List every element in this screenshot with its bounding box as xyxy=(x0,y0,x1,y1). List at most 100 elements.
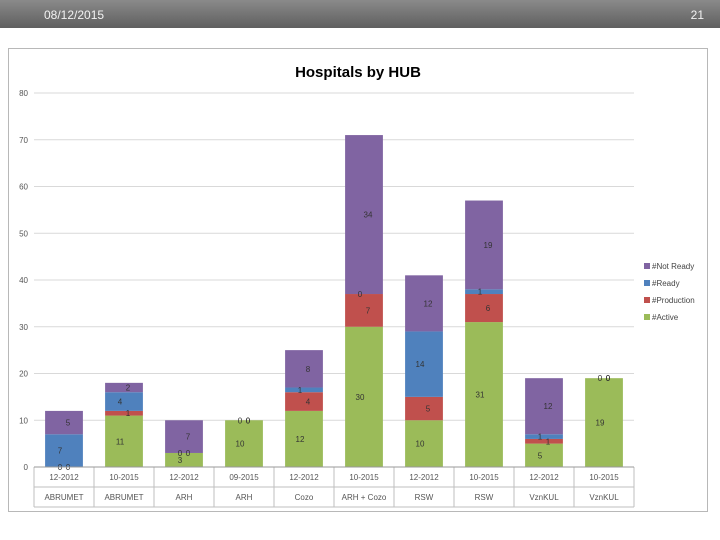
x-tick-date: 10-2015 xyxy=(349,473,379,482)
data-label: 0 xyxy=(178,449,183,458)
bar-segment xyxy=(525,443,563,467)
x-tick-hub: RSW xyxy=(415,493,434,502)
data-label: 0 xyxy=(246,416,251,425)
data-label: 12 xyxy=(544,402,553,411)
y-tick-label: 80 xyxy=(19,89,28,98)
data-label: 0 xyxy=(358,290,363,299)
data-label: 7 xyxy=(58,447,63,456)
data-label: 0 xyxy=(598,374,603,383)
y-tick-label: 0 xyxy=(24,463,29,472)
x-tick-date: 12-2012 xyxy=(169,473,199,482)
data-label: 34 xyxy=(364,211,373,220)
bar-segment xyxy=(405,396,443,421)
legend-label: #Production xyxy=(652,296,695,305)
data-label: 2 xyxy=(126,384,131,393)
data-label: 30 xyxy=(356,393,365,402)
slide-page-number: 21 xyxy=(690,8,704,22)
x-tick-hub: VznKUL xyxy=(589,493,619,502)
bar-segment xyxy=(585,378,623,467)
legend-label: #Active xyxy=(652,313,679,322)
y-tick-label: 50 xyxy=(19,229,28,238)
slide-date: 08/12/2015 xyxy=(44,8,105,22)
data-label: 1 xyxy=(298,386,303,395)
data-label: 0 xyxy=(606,374,611,383)
data-label: 3 xyxy=(178,456,183,465)
hospitals-by-hub-chart: Hospitals by HUB 00751114230071000012418… xyxy=(19,64,695,508)
bar-segment xyxy=(405,275,443,332)
bar-stacks xyxy=(45,135,623,467)
chart-frame: Hospitals by HUB 00751114230071000012418… xyxy=(8,48,708,512)
y-tick-label: 60 xyxy=(19,183,28,192)
x-tick-date: 12-2012 xyxy=(409,473,439,482)
legend-swatch xyxy=(644,263,650,269)
x-tick-hub: ABRUMET xyxy=(104,493,143,502)
legend-label: #Ready xyxy=(652,279,680,288)
x-tick-date: 10-2015 xyxy=(589,473,619,482)
x-tick-date: 10-2015 xyxy=(469,473,499,482)
data-label: 0 xyxy=(606,374,611,383)
bar-segment xyxy=(285,387,323,393)
bar-segment xyxy=(345,326,383,467)
data-label: 0 xyxy=(238,416,243,425)
x-tick-hub: Cozo xyxy=(295,493,314,502)
data-label: 12 xyxy=(424,299,433,308)
chart-title: Hospitals by HUB xyxy=(295,64,421,81)
bar-segment xyxy=(165,420,203,453)
data-label: 5 xyxy=(66,419,71,428)
data-label: 4 xyxy=(118,398,123,407)
bar-segment xyxy=(105,382,143,393)
bar-segment xyxy=(105,415,143,467)
bar-segment xyxy=(345,294,383,327)
data-label: 6 xyxy=(486,304,491,313)
bar-segment xyxy=(45,434,83,467)
bar-segment xyxy=(465,200,503,290)
data-label: 8 xyxy=(306,365,311,374)
data-label: 0 xyxy=(246,416,251,425)
data-label: 12 xyxy=(296,435,305,444)
x-tick-hub: ARH xyxy=(236,493,253,502)
data-label: 19 xyxy=(484,241,493,250)
data-labels: 0075111423007100001241830703410514123161… xyxy=(58,211,611,472)
y-tick-label: 10 xyxy=(19,416,28,425)
data-label: 5 xyxy=(538,451,543,460)
y-tick-label: 30 xyxy=(19,323,28,332)
bar-segment xyxy=(525,378,563,435)
bar-segment xyxy=(405,420,443,467)
data-label: 14 xyxy=(416,360,425,369)
y-tick-label: 40 xyxy=(19,276,28,285)
data-label: 7 xyxy=(366,306,371,315)
bar-segment xyxy=(285,392,323,411)
bar-segment xyxy=(525,438,563,444)
x-tick-date: 10-2015 xyxy=(109,473,139,482)
data-label: 0 xyxy=(186,449,191,458)
x-tick-date: 12-2012 xyxy=(289,473,319,482)
data-label: 1 xyxy=(538,433,543,442)
data-label: 7 xyxy=(186,433,191,442)
bar-segment xyxy=(285,410,323,467)
bar-segment xyxy=(465,322,503,467)
y-tick-label: 70 xyxy=(19,136,28,145)
bar-segment xyxy=(405,331,443,397)
legend-label: #Not Ready xyxy=(652,262,694,271)
bar-segment xyxy=(465,294,503,323)
bar-segment xyxy=(165,452,203,467)
bar-segment xyxy=(45,410,83,435)
slide-header: 08/12/2015 21 xyxy=(0,0,720,28)
data-label: 5 xyxy=(426,405,431,414)
bar-segment xyxy=(345,135,383,295)
bar-segment xyxy=(465,289,503,295)
x-tick-hub: VznKUL xyxy=(529,493,559,502)
bar-segment xyxy=(285,350,323,388)
legend-swatch xyxy=(644,280,650,286)
legend-swatch xyxy=(644,297,650,303)
y-tick-label: 20 xyxy=(19,370,28,379)
bar-segment xyxy=(105,392,143,411)
x-tick-hub: RSW xyxy=(475,493,494,502)
legend-swatch xyxy=(644,314,650,320)
axes: 0102030405060708012-2012ABRUMET10-2015AB… xyxy=(19,89,635,508)
data-label: 31 xyxy=(476,391,485,400)
x-tick-date: 12-2012 xyxy=(49,473,79,482)
x-tick-date: 12-2012 xyxy=(529,473,559,482)
bar-segment xyxy=(525,434,563,439)
bar-segment xyxy=(225,420,263,467)
